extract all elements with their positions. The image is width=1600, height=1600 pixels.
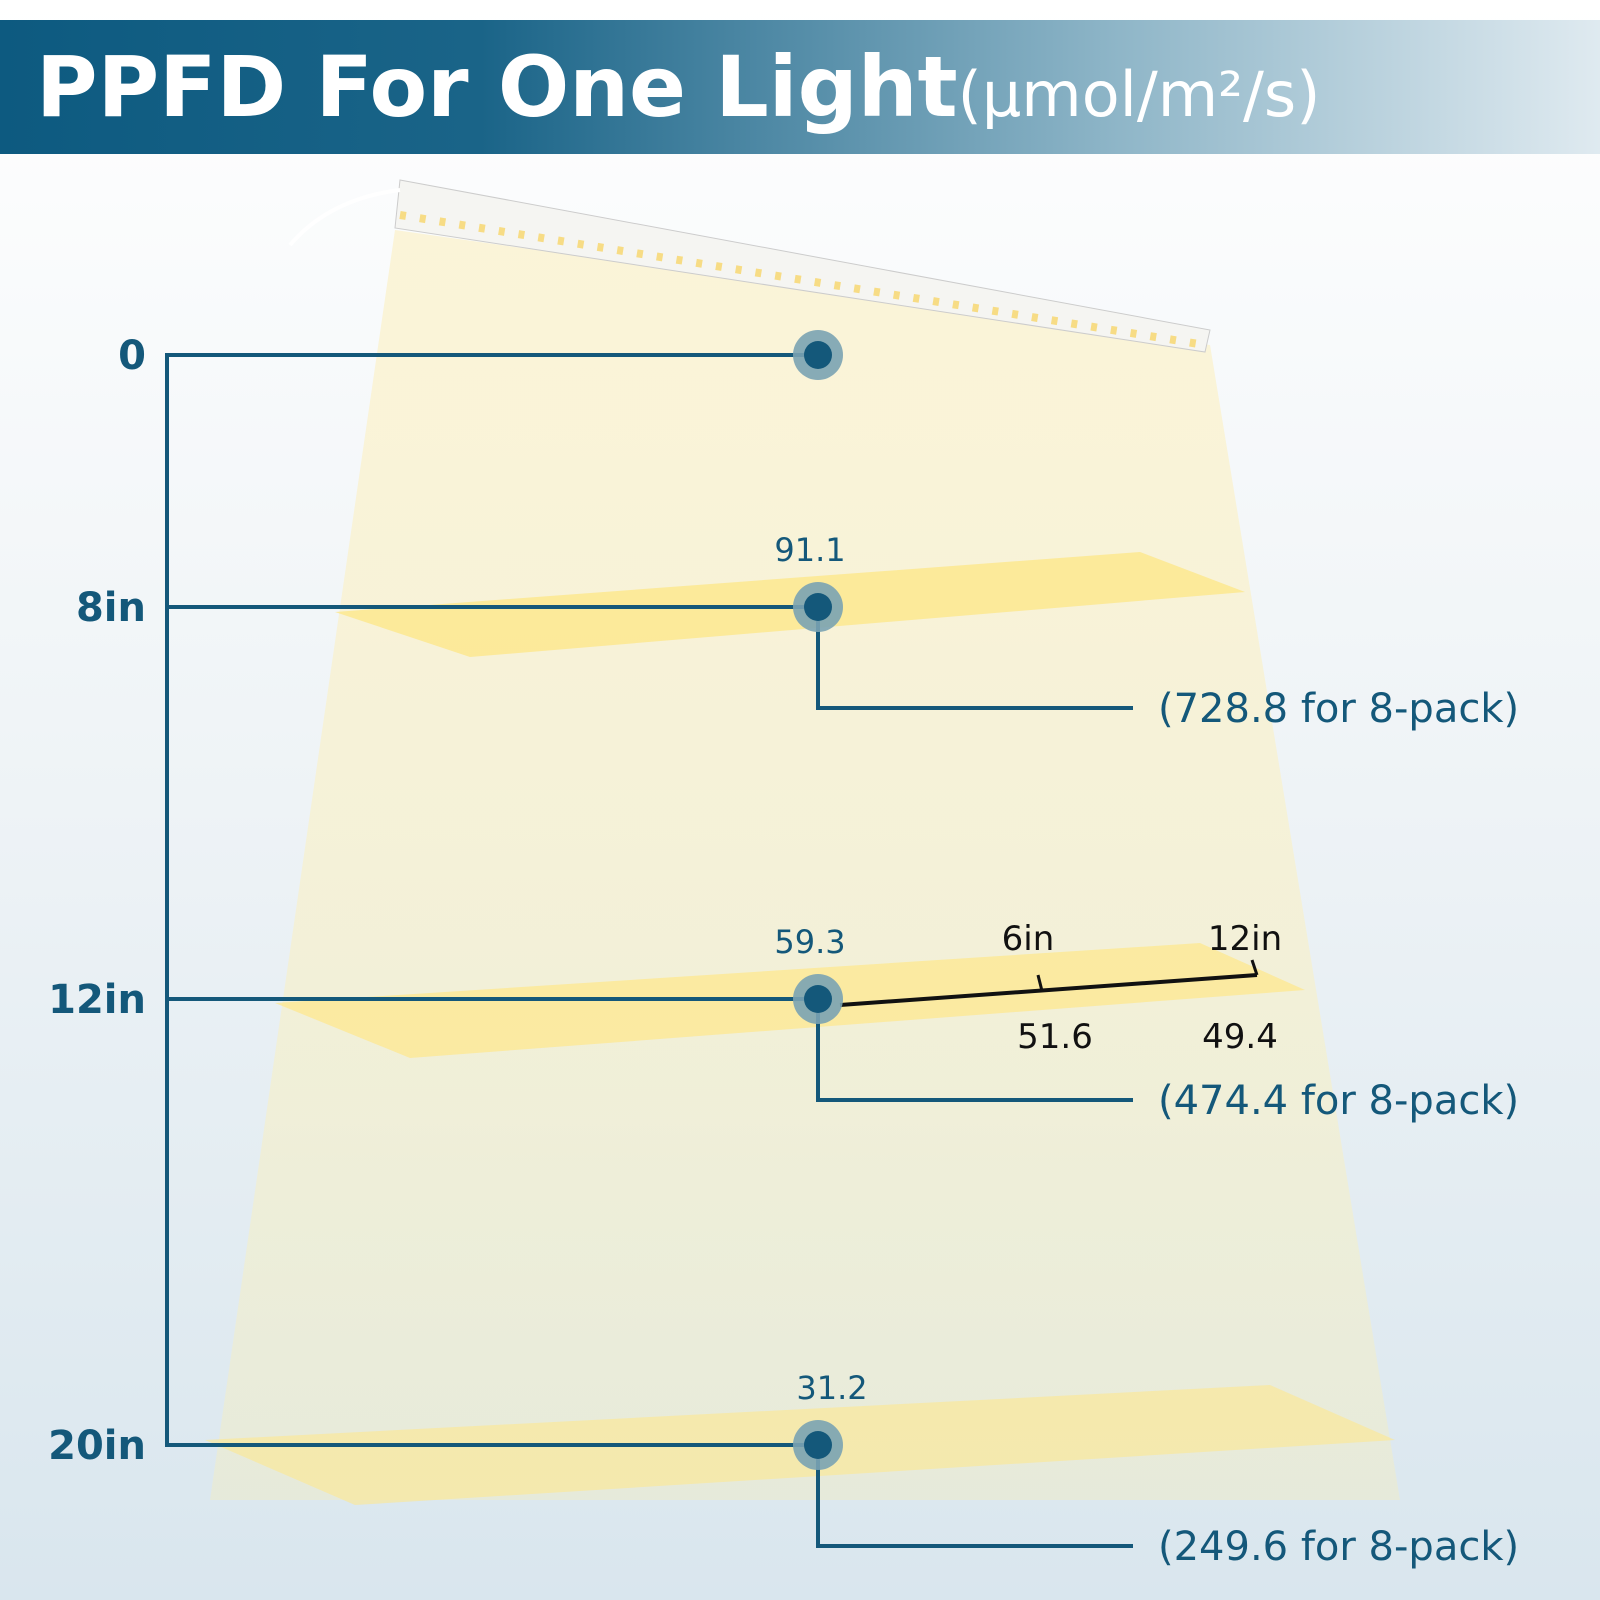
distance-label: 12in	[48, 977, 146, 1023]
distance-label: 0	[118, 333, 146, 379]
offset-label: 12in	[1208, 919, 1282, 959]
pack-note: (728.8 for 8-pack)	[1158, 686, 1519, 732]
pack-note: (249.6 for 8-pack)	[1158, 1524, 1519, 1570]
offset-value: 49.4	[1202, 1017, 1278, 1057]
header-band	[0, 20, 1600, 154]
ppfd-value: 31.2	[796, 1369, 867, 1407]
offset-tick	[1250, 959, 1259, 976]
header-title: PPFD For One Light(μmol/m²/s)	[36, 38, 1320, 136]
ppfd-value: 59.3	[774, 923, 845, 961]
dot	[804, 1431, 832, 1459]
dot	[804, 341, 832, 369]
cable	[288, 188, 401, 247]
note-connector	[816, 1445, 1133, 1548]
ppfd-value: 91.1	[774, 531, 845, 569]
offset-line	[839, 973, 1258, 1007]
light-bar	[394, 179, 1211, 353]
distance-label: 8in	[76, 585, 146, 631]
distance-label: 20in	[48, 1423, 146, 1469]
light-plane	[335, 552, 1245, 657]
dot	[804, 985, 832, 1013]
note-connector	[816, 999, 1133, 1102]
offset-value: 51.6	[1017, 1017, 1093, 1057]
pack-note: (474.4 for 8-pack)	[1158, 1078, 1519, 1124]
dot	[804, 593, 832, 621]
offset-label: 6in	[1002, 919, 1055, 959]
unit: (μmol/m²/s)	[958, 58, 1321, 131]
note-connector	[816, 607, 1133, 710]
light-cone	[210, 230, 1400, 1500]
title: PPFD For One Light	[36, 38, 958, 136]
offset-tick	[1036, 974, 1044, 992]
offset-group	[839, 959, 1259, 1007]
